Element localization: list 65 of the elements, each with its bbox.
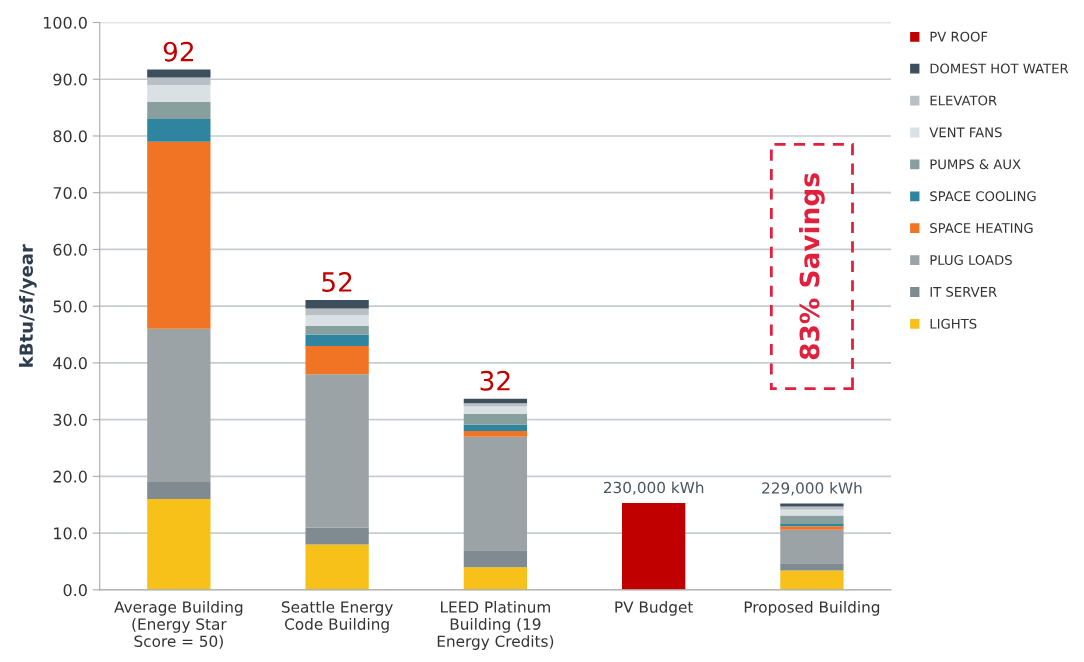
bar bbox=[305, 299, 369, 309]
bar bbox=[463, 406, 528, 414]
legend-label: ELEVATOR bbox=[930, 95, 997, 106]
total-label: 32 bbox=[480, 370, 510, 391]
bar bbox=[147, 482, 211, 500]
annotation: 230,000 kWh bbox=[603, 481, 704, 495]
legend-label: VENT FANS bbox=[929, 127, 1002, 138]
y-tick-label: 30.0 bbox=[53, 413, 87, 426]
y-tick-label: 70.0 bbox=[53, 186, 87, 199]
bar bbox=[305, 334, 369, 346]
bar bbox=[305, 308, 369, 316]
bar bbox=[147, 84, 211, 102]
y-tick-label: 50.0 bbox=[53, 300, 87, 313]
total-label: 92 bbox=[163, 41, 194, 62]
bar bbox=[780, 563, 844, 571]
bar bbox=[463, 550, 528, 568]
bar bbox=[463, 413, 528, 425]
bar bbox=[305, 527, 369, 545]
y-tick-label: 100.0 bbox=[43, 16, 87, 29]
bar bbox=[305, 544, 369, 590]
x-tick-label: PV Budget bbox=[615, 600, 694, 616]
legend-label: PLUG LOADS bbox=[930, 254, 1012, 265]
legend-label: PV ROOF bbox=[930, 31, 988, 42]
bar bbox=[147, 141, 211, 329]
bar bbox=[463, 424, 528, 431]
bar bbox=[147, 69, 211, 78]
y-tick-label: 40.0 bbox=[53, 357, 87, 370]
bar bbox=[463, 430, 528, 437]
bar bbox=[305, 315, 369, 327]
bar bbox=[305, 326, 369, 335]
legend-label: DOMEST HOT WATER bbox=[930, 63, 1069, 74]
bar bbox=[305, 345, 369, 375]
legend-label: SPACE HEATING bbox=[930, 223, 1033, 234]
y-tick-label: 90.0 bbox=[53, 73, 87, 86]
bar bbox=[147, 328, 211, 483]
x-tick-label: Seattle Energy Code Building bbox=[281, 600, 393, 633]
total-label: 52 bbox=[322, 272, 352, 292]
x-tick-label: Average Building (Energy Star Score = 50) bbox=[114, 600, 243, 649]
legend-label: LIGHTS bbox=[930, 318, 977, 329]
bar bbox=[147, 499, 211, 590]
y-tick-label: 10.0 bbox=[54, 527, 87, 540]
bar bbox=[463, 436, 528, 551]
legend-label: SPACE COOLING bbox=[930, 191, 1036, 202]
bar bbox=[780, 570, 844, 590]
y-tick-label: 60.0 bbox=[53, 243, 87, 256]
bar bbox=[147, 101, 211, 119]
bar bbox=[305, 374, 369, 528]
bar bbox=[780, 529, 844, 564]
annotation: 83% Savings bbox=[799, 173, 825, 360]
y-tick-label: 0.0 bbox=[63, 584, 87, 597]
bar bbox=[147, 77, 211, 85]
legend-label: IT SERVER bbox=[930, 286, 997, 297]
y-tick-label: 80.0 bbox=[53, 130, 87, 143]
legend-label: PUMPS & AUX bbox=[930, 159, 1021, 170]
bar bbox=[463, 403, 528, 407]
x-tick-label: Proposed Building bbox=[744, 600, 880, 616]
bar bbox=[147, 118, 211, 142]
y-tick-label: 20.0 bbox=[53, 470, 87, 483]
y-axis-title: kBtu/sf/year bbox=[19, 244, 37, 367]
bar bbox=[780, 509, 844, 516]
bar bbox=[780, 515, 844, 525]
bar bbox=[463, 567, 528, 590]
x-tick-label: LEED Platinum Building (19 Energy Credits) bbox=[437, 600, 554, 650]
annotation: 229,000 kWh bbox=[762, 482, 862, 496]
bar bbox=[622, 503, 686, 590]
